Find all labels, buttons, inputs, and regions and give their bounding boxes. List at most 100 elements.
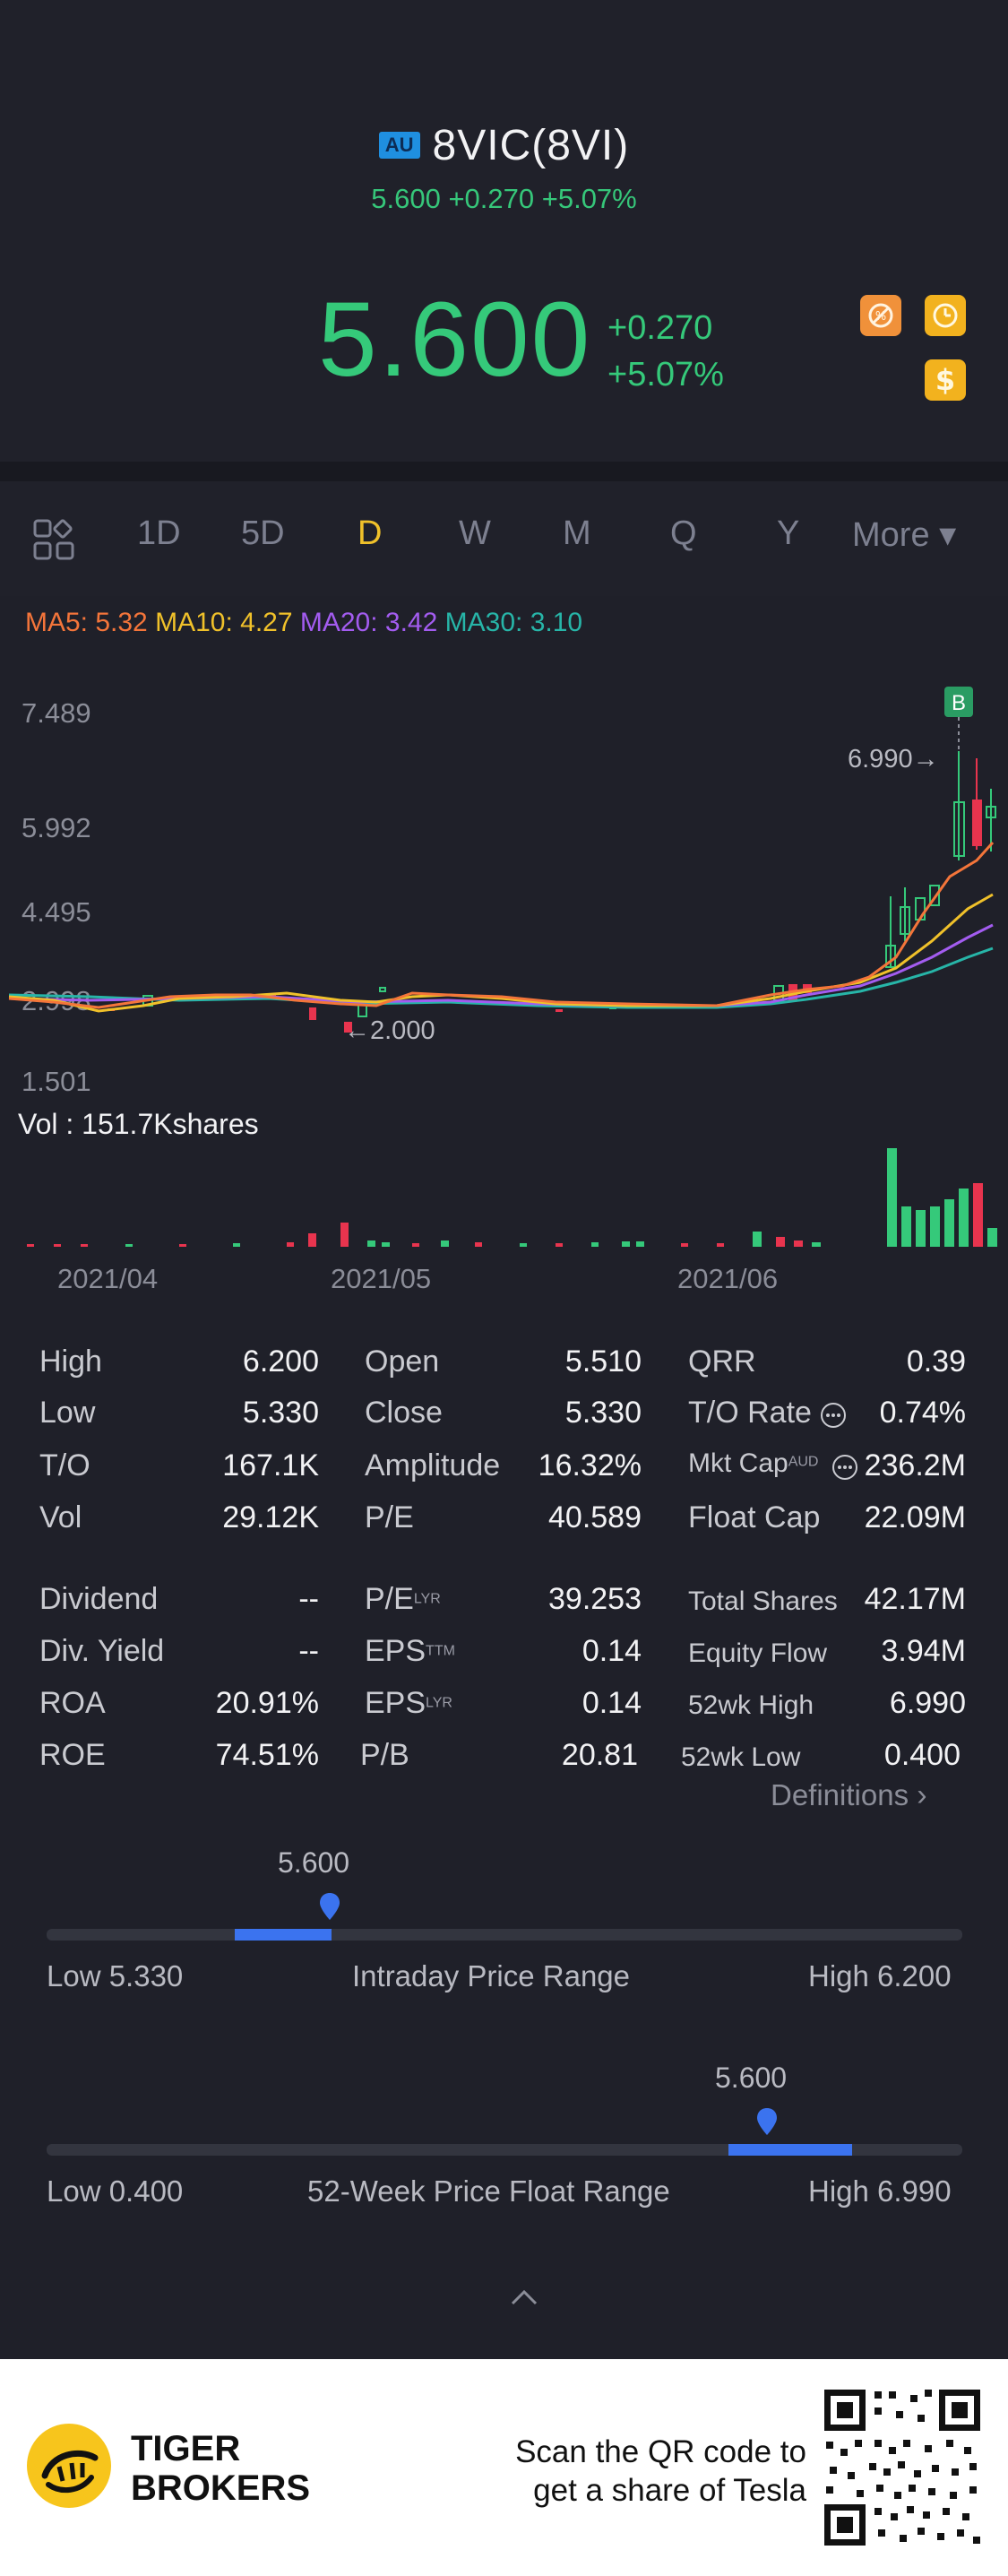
stat-total-shares-value: 42.17M	[864, 1582, 966, 1616]
volume-bar	[916, 1210, 926, 1247]
stat-eps-lyr-sup: LYR	[426, 1695, 452, 1711]
candle	[900, 906, 910, 935]
stat-eps-lyr-label-wrap: EPSLYR	[365, 1686, 452, 1721]
volume-bar	[367, 1240, 375, 1247]
stat-pe-value: 40.589	[548, 1500, 642, 1534]
intraday-title: Intraday Price Range	[352, 1959, 631, 1993]
info-icon[interactable]	[820, 1402, 847, 1429]
ma30-label: MA30: 3.10	[444, 608, 583, 637]
stat-close-value: 5.330	[564, 1396, 642, 1430]
y-label-1: 7.489	[22, 697, 91, 729]
x-label-2: 2021/05	[331, 1263, 431, 1294]
stat-equity-flow-label: Equity Flow	[688, 1638, 828, 1668]
volume-bar	[973, 1183, 983, 1247]
tab-q[interactable]: Q	[670, 514, 697, 552]
kline-chart[interactable]: 7.489 5.992 4.495 2.998 1.501 B	[0, 672, 1008, 1300]
stat-eps-ttm-sup: TTM	[426, 1643, 455, 1659]
volume-label: Vol : 151.7Kshares	[18, 1108, 259, 1140]
stat-roe-label: ROE	[39, 1738, 106, 1772]
candle	[972, 800, 982, 846]
brand-line-1: TIGER	[131, 2429, 241, 2468]
stat-to-rate-value: 0.74%	[879, 1396, 966, 1430]
stat-mktcap-label-wrap: Mkt CapAUD	[688, 1448, 818, 1479]
stat-52wk-low-label: 52wk Low	[681, 1742, 801, 1772]
no-short-icon[interactable]: %	[860, 295, 901, 336]
section-divider	[0, 462, 1008, 481]
stat-low-label: Low	[39, 1396, 96, 1430]
stat-vol-label: Vol	[39, 1500, 82, 1534]
volume-bar	[287, 1242, 294, 1247]
volume-bar	[636, 1241, 644, 1247]
week52-marker-value: 5.600	[715, 2062, 788, 2094]
stat-total-shares-label: Total Shares	[688, 1586, 838, 1616]
tab-y[interactable]: Y	[777, 514, 800, 552]
quote-header	[0, 0, 1008, 462]
volume-bar	[81, 1244, 88, 1247]
intraday-marker-value: 5.600	[278, 1846, 350, 1879]
intraday-range-track	[47, 1929, 962, 1941]
stat-eps-ttm-value: 0.14	[582, 1634, 642, 1668]
stat-52wk-high-label: 52wk High	[688, 1690, 814, 1720]
promo-text: Scan the QR code to get a share of Tesla	[466, 2433, 806, 2510]
y-label-2: 5.992	[22, 812, 91, 843]
candle	[309, 1007, 316, 1020]
stat-to-rate-label: T/O Rate	[688, 1396, 812, 1430]
stat-roe-value: 74.51%	[215, 1738, 319, 1772]
volume-bar	[179, 1244, 186, 1247]
layout-grid-icon[interactable]	[32, 518, 75, 566]
intraday-low: Low 5.330	[47, 1959, 184, 1993]
volume-bar	[812, 1242, 821, 1247]
candle	[986, 806, 996, 818]
volume-bar	[308, 1233, 316, 1247]
definitions-label: Definitions	[771, 1778, 909, 1811]
tab-more[interactable]: More ▾	[852, 516, 957, 554]
stat-close-label: Close	[365, 1396, 443, 1430]
chevron-up-icon[interactable]	[509, 2287, 539, 2307]
ma10-label: MA10: 4.27	[155, 608, 293, 637]
definitions-link[interactable]: Definitions ›	[771, 1778, 927, 1813]
buy-marker[interactable]	[944, 687, 973, 717]
promo-line-1: Scan the QR code to	[515, 2434, 806, 2469]
stat-roa-value: 20.91%	[215, 1686, 319, 1720]
stat-qrr-value: 0.39	[906, 1344, 966, 1379]
volume-bar	[412, 1243, 419, 1247]
volume-bar	[776, 1237, 785, 1247]
stat-equity-flow-value: 3.94M	[881, 1634, 967, 1668]
stat-low-value: 5.330	[242, 1396, 319, 1430]
stat-floatcap-label: Float Cap	[688, 1500, 821, 1534]
volume-bar	[681, 1243, 688, 1247]
info-icon[interactable]	[831, 1454, 858, 1481]
dollar-icon[interactable]: $	[925, 359, 966, 401]
stat-eps-ttm-label-wrap: EPSTTM	[365, 1634, 455, 1669]
ma5-line	[8, 841, 995, 1009]
stat-pb-label: P/B	[360, 1738, 409, 1772]
tab-1d[interactable]: 1D	[137, 514, 181, 552]
tab-d[interactable]: D	[358, 514, 383, 552]
stat-pe-lyr-label: P/E	[365, 1582, 414, 1616]
volume-bar	[441, 1240, 449, 1247]
intraday-high: High 6.200	[808, 1959, 952, 1993]
volume-bar	[27, 1244, 34, 1247]
qr-code-icon[interactable]	[821, 2386, 984, 2549]
volume-bar	[753, 1232, 762, 1247]
clock-icon[interactable]	[925, 295, 966, 336]
tab-m[interactable]: M	[563, 514, 591, 552]
week52-low: Low 0.400	[47, 2174, 184, 2208]
stat-to-value: 167.1K	[222, 1448, 319, 1482]
stat-52wk-high-value: 6.990	[889, 1686, 966, 1720]
volume-bar	[987, 1228, 997, 1247]
candle	[344, 1022, 352, 1033]
candle	[953, 801, 965, 857]
tab-5d[interactable]: 5D	[241, 514, 285, 552]
last-price: 5.600	[318, 281, 592, 399]
tab-w[interactable]: W	[459, 514, 491, 552]
stat-open-value: 5.510	[564, 1344, 642, 1379]
buy-marker-label: B	[952, 691, 966, 715]
stat-pb-value: 20.81	[561, 1738, 638, 1772]
price-change-pct: +5.07%	[607, 356, 724, 393]
brand-line-2: BROKERS	[131, 2468, 311, 2508]
volume-bar	[125, 1244, 133, 1247]
stat-divyield-value: --	[298, 1634, 319, 1668]
high-marker: 6.990→	[848, 745, 939, 774]
volume-bar	[382, 1242, 390, 1247]
